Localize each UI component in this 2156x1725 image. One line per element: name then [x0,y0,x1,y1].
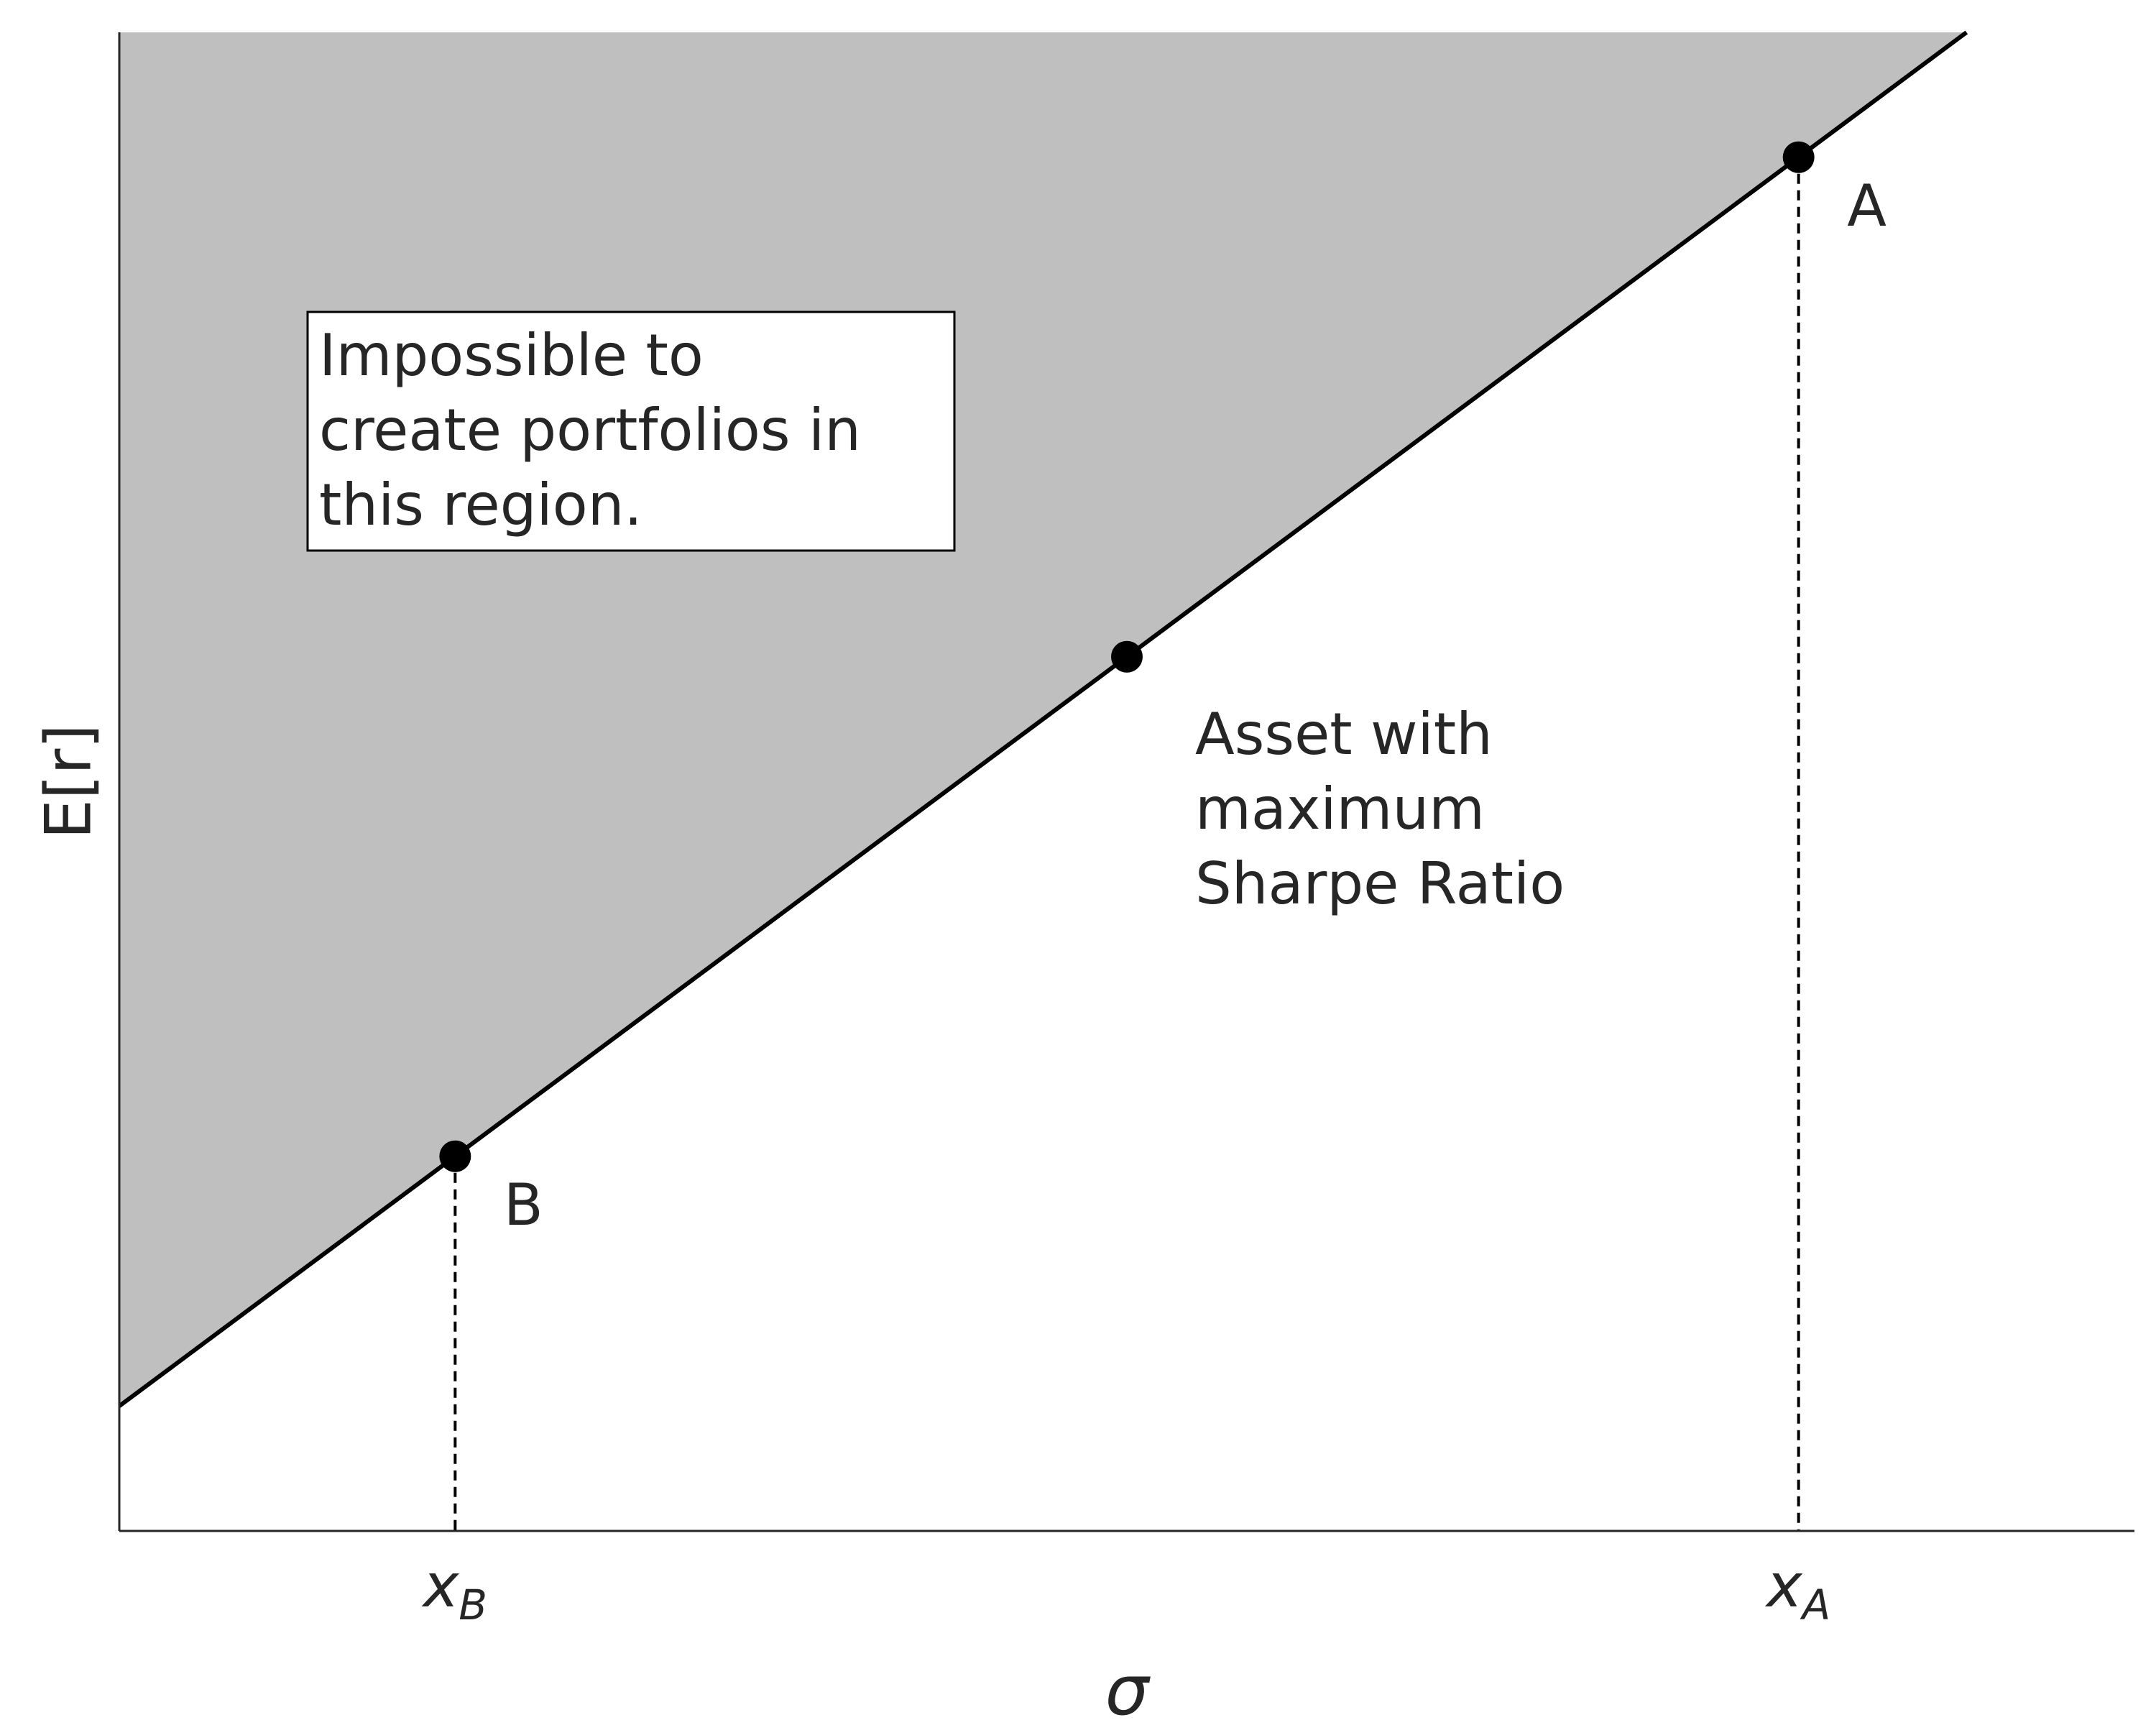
max-sharpe-label-line: maximum [1195,776,1485,842]
region-annotation-text: Impossible to create portfolios in this re… [319,322,861,538]
max-sharpe-label-line: Sharpe Ratio [1195,850,1565,917]
capital-allocation-line [118,30,1968,1408]
x-tick-label: xA [1764,1550,1830,1629]
region-annotation-box [306,310,956,552]
x-axis-label: σ [1105,1650,1151,1725]
data-point-marker [1111,640,1143,673]
data-point-marker [439,1140,471,1172]
max-sharpe-label-line: Asset with [1195,701,1493,768]
x-tick-labels: xB xA [421,1550,1831,1629]
droplines [453,157,1800,1531]
max-sharpe-label: Asset with maximum Sharpe Ratio [1195,701,1565,917]
point-markers [439,141,1815,1172]
data-point-marker [1782,141,1815,173]
x-tick-label: xB [421,1550,488,1629]
region-annotation-line: Impossible to [319,322,704,389]
point-labels: B Asset with maximum Sharpe Ratio A [504,172,1886,1238]
region-annotation: Impossible to create portfolios in this re… [306,310,956,552]
region-annotation-line: this region. [319,472,642,538]
y-axis-label: E[r] [32,724,106,839]
region-annotation-line: create portfolios in [319,397,861,464]
point-label: B [504,1172,543,1238]
point-label: A [1847,172,1886,239]
